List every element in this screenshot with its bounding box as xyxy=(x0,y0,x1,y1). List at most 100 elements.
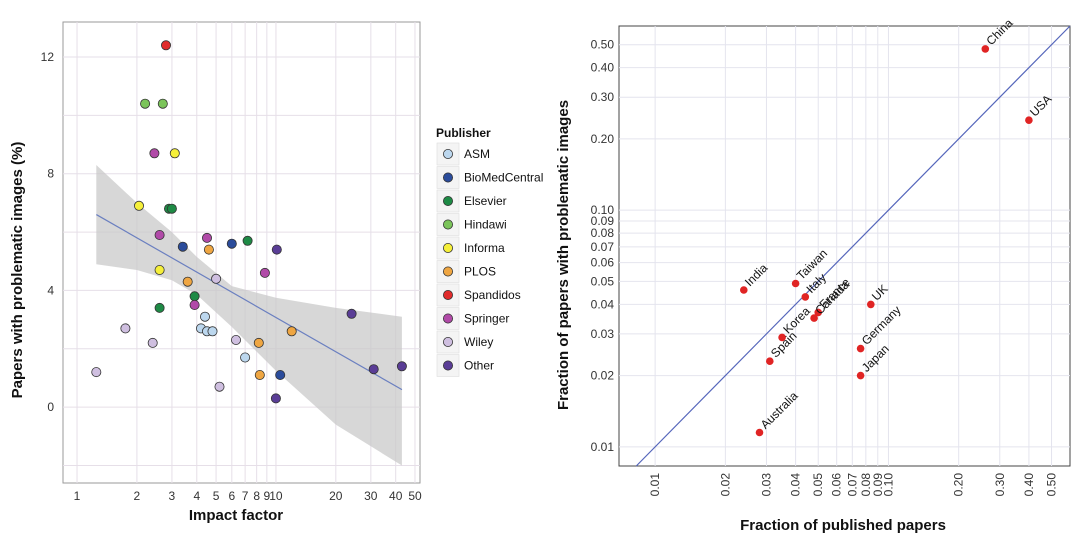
confidence-band xyxy=(96,165,402,466)
country-point xyxy=(810,314,818,322)
data-point-asm xyxy=(199,311,210,322)
legend-label: ASM xyxy=(464,147,490,161)
left-x-tick-label: 7 xyxy=(242,489,249,503)
data-point-informa xyxy=(169,148,180,159)
data-point-informa xyxy=(133,200,144,211)
data-point-asm xyxy=(207,326,218,337)
right-y-tick-label: 0.30 xyxy=(591,90,615,104)
legend-marker xyxy=(442,266,453,277)
data-point-plos xyxy=(253,337,264,348)
right-x-tick-label: 0.06 xyxy=(830,473,844,497)
right-x-tick-label: 0.10 xyxy=(881,473,895,497)
country-point xyxy=(740,286,748,294)
data-point-elsevier xyxy=(166,203,177,214)
data-point-springer xyxy=(149,148,160,159)
right-x-tick-label: 0.03 xyxy=(760,473,774,497)
right-y-tick-labels: 0.01 0.02 0.03 0.04 0.05 0.06 0.070.080.090.10… xyxy=(591,38,615,454)
data-point-plos xyxy=(203,244,214,255)
left-x-tick-label: 40 xyxy=(389,489,403,503)
right-x-tick-label: 0.20 xyxy=(952,473,966,497)
legend-label: PLOS xyxy=(464,265,496,279)
data-point-wiley xyxy=(147,337,158,348)
right-y-tick-label: 0.20 xyxy=(591,132,615,146)
legend-label: Hindawi xyxy=(464,218,507,232)
right-y-axis-title: Fraction of papers with problematic imag… xyxy=(555,100,572,410)
right-x-tick-label: 0.08 xyxy=(859,473,873,497)
data-point-elsevier xyxy=(154,302,165,313)
right-x-tick-label: 0.01 xyxy=(648,473,662,497)
legend-label: Spandidos xyxy=(464,288,521,302)
legend-label: Springer xyxy=(464,312,509,326)
legend-marker xyxy=(442,172,453,183)
publisher-legend: Publisher ASM BioMedCentral Elsevier Hindaw… xyxy=(436,126,543,377)
country-point xyxy=(981,45,990,53)
legend-marker xyxy=(442,219,453,230)
left-x-tick-label: 30 xyxy=(364,489,378,503)
left-x-tick-label: 50 xyxy=(408,489,422,503)
right-y-tick-label: 0.40 xyxy=(591,61,615,75)
legend-label: Informa xyxy=(464,241,505,255)
legend-marker xyxy=(442,242,453,253)
data-point-hindawi xyxy=(140,98,151,109)
right-gridlines xyxy=(619,26,1070,466)
right-y-tick-label: 0.05 xyxy=(591,274,615,288)
data-point-elsevier xyxy=(189,291,200,302)
right-y-tick-label: 0.10 xyxy=(591,203,615,217)
country-point xyxy=(1025,116,1033,124)
left-x-tick-label: 9 xyxy=(263,489,270,503)
left-y-tick-label: 0 xyxy=(47,400,54,414)
left-y-axis-title: Papers with problematic images (%) xyxy=(9,142,26,399)
legend-label: BioMedCentral xyxy=(464,171,543,185)
legend-marker xyxy=(442,195,453,206)
left-x-tick-label: 2 xyxy=(134,489,141,503)
country-point xyxy=(814,308,822,317)
country-point xyxy=(867,300,875,309)
right-x-tick-label: 0.04 xyxy=(789,473,803,497)
left-x-tick-label: 8 xyxy=(253,489,260,503)
left-y-tick-label: 8 xyxy=(47,167,54,181)
right-plot-area xyxy=(618,25,1071,467)
legend-label: Elsevier xyxy=(464,194,507,208)
data-point-biomedcentral xyxy=(226,238,237,249)
legend-marker xyxy=(442,289,453,300)
left-y-tick-labels: 0 4 8 12 xyxy=(41,50,55,414)
right-y-tick-label: 0.08 xyxy=(591,226,615,240)
data-point-other xyxy=(396,361,407,372)
right-x-tick-label: 0.40 xyxy=(1022,473,1036,497)
data-point-other xyxy=(271,244,282,255)
right-x-tick-label: 0.50 xyxy=(1045,473,1059,497)
data-point-asm xyxy=(240,352,251,363)
right-x-tick-label: 0.09 xyxy=(871,473,885,497)
legend-marker xyxy=(442,360,453,371)
left-x-tick-label: 4 xyxy=(193,489,200,503)
data-point-elsevier xyxy=(242,235,253,246)
data-point-biomedcentral xyxy=(275,369,286,380)
right-y-tick-label: 0.01 xyxy=(591,440,615,454)
data-point-wiley xyxy=(214,381,225,392)
data-point-wiley xyxy=(91,367,102,378)
legend-title: Publisher xyxy=(436,126,491,140)
right-x-tick-label: 0.02 xyxy=(718,473,732,497)
country-point xyxy=(778,333,786,342)
data-point-plos xyxy=(254,369,265,380)
left-points xyxy=(91,40,407,404)
left-x-tick-label: 6 xyxy=(228,489,235,503)
left-y-tick-label: 4 xyxy=(47,283,54,297)
data-point-other xyxy=(346,308,357,319)
right-x-axis-title: Fraction of published papers xyxy=(740,517,946,534)
country-point xyxy=(801,293,810,301)
data-point-springer xyxy=(201,232,212,243)
right-y-tick-label: 0.50 xyxy=(591,38,615,52)
data-point-plos xyxy=(182,276,193,287)
data-point-plos xyxy=(286,326,297,337)
country-point xyxy=(856,371,865,380)
data-point-informa xyxy=(154,264,165,275)
left-x-axis-title: Impact factor xyxy=(189,507,283,524)
left-x-tick-label: 20 xyxy=(329,489,343,503)
regression-line xyxy=(96,214,403,391)
right-x-tick-label: 0.05 xyxy=(811,473,825,497)
right-y-tick-label: 0.04 xyxy=(591,297,615,311)
